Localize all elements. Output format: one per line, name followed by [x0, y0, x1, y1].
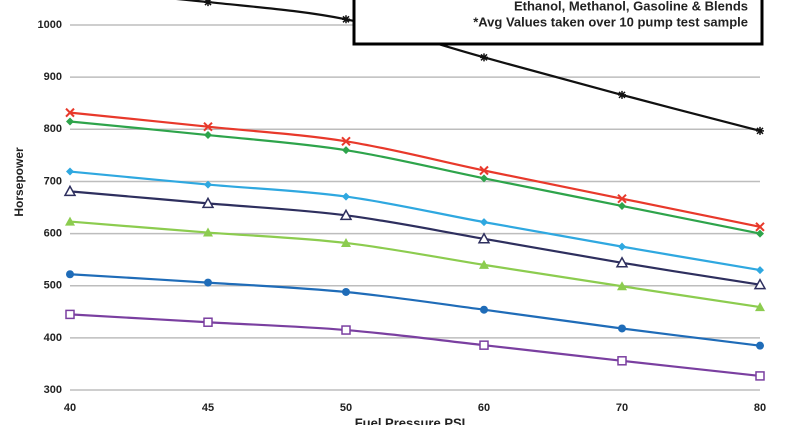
marker: [618, 90, 626, 99]
marker: [204, 131, 212, 140]
marker: [479, 165, 489, 176]
marker: [341, 325, 351, 335]
marker: [477, 232, 491, 244]
series: [66, 117, 764, 238]
marker: [480, 174, 488, 183]
marker: [755, 302, 765, 312]
x-tick-label: 50: [340, 402, 352, 414]
y-tick-label: 900: [44, 71, 62, 83]
series-line: [69, 190, 761, 286]
marker: [63, 184, 77, 197]
marker: [339, 208, 353, 221]
series: [63, 184, 767, 290]
marker: [204, 278, 212, 287]
marker: [618, 242, 626, 251]
series: [66, 167, 764, 275]
marker: [756, 126, 764, 135]
marker: [618, 324, 626, 333]
series-line: [69, 111, 761, 228]
marker: [66, 167, 74, 176]
marker: [201, 196, 215, 209]
series-line: [69, 313, 761, 378]
marker: [617, 281, 627, 291]
marker: [617, 356, 627, 366]
marker: [756, 229, 764, 238]
series-line: [69, 170, 761, 272]
marker: [203, 121, 213, 132]
series: [66, 270, 764, 350]
marker: [480, 305, 488, 314]
marker: [479, 340, 489, 350]
marker: [65, 107, 75, 118]
x-tick-label: 40: [64, 402, 76, 414]
x-tick-label: 45: [202, 402, 214, 414]
marker: [342, 15, 350, 24]
series: [65, 309, 765, 381]
marker: [66, 117, 74, 126]
marker: [342, 146, 350, 155]
series: [65, 107, 765, 232]
y-axis-label: Horsepower: [12, 147, 26, 217]
y-tick-label: 500: [44, 280, 62, 292]
marker: [755, 222, 765, 232]
series-line: [69, 120, 761, 235]
marker: [204, 0, 212, 7]
marker: [342, 192, 350, 201]
x-tick-label: 80: [754, 402, 766, 414]
marker: [342, 287, 350, 296]
series-line: [69, 220, 761, 309]
marker: [341, 136, 351, 147]
annotation: Ethanol, Methanol, Gasoline & Blends: [514, 0, 748, 13]
x-tick-label: 70: [616, 402, 628, 414]
series: [65, 216, 765, 312]
annotation: *Avg Values taken over 10 pump test samp…: [473, 14, 748, 29]
marker: [203, 317, 213, 327]
y-tick-label: 800: [44, 123, 62, 135]
y-tick-label: 1000: [38, 19, 62, 31]
marker: [618, 201, 626, 210]
marker: [756, 341, 764, 350]
x-axis-label: Fuel Pressure PSI: [355, 415, 466, 425]
marker: [479, 259, 489, 269]
marker: [755, 371, 765, 381]
marker: [480, 53, 488, 62]
marker: [203, 227, 213, 237]
marker: [617, 193, 627, 204]
marker: [204, 180, 212, 189]
marker: [756, 266, 764, 275]
marker: [341, 237, 351, 247]
annotation-box: [352, 0, 764, 46]
marker: [66, 270, 74, 279]
y-tick-label: 300: [44, 384, 62, 396]
y-tick-label: 600: [44, 227, 62, 239]
y-tick-label: 700: [44, 175, 62, 187]
y-tick-label: 400: [44, 332, 62, 344]
marker: [753, 278, 767, 290]
marker: [65, 216, 75, 226]
x-tick-label: 60: [478, 402, 490, 414]
marker: [480, 218, 488, 227]
marker: [615, 256, 629, 268]
marker: [65, 309, 75, 320]
series-line: [69, 273, 761, 347]
